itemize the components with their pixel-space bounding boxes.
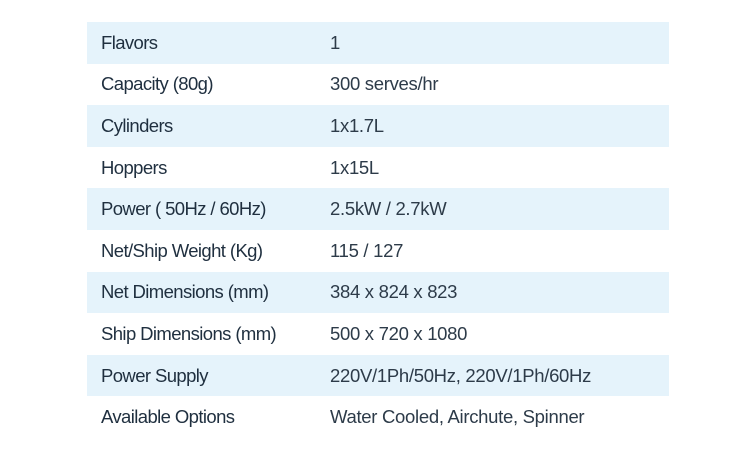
spec-label: Net Dimensions (mm) (101, 281, 269, 303)
spec-value: 384 x 824 x 823 (330, 281, 458, 303)
spec-value: 220V/1Ph/50Hz, 220V/1Ph/60Hz (330, 364, 592, 386)
spec-table: Flavors 1 Capacity (80g) 300 serves/hr C… (87, 22, 669, 438)
spec-row-power: Power ( 50Hz / 60Hz) 2.5kW / 2.7kW (87, 188, 669, 230)
spec-row-hoppers: Hoppers 1x15L (87, 147, 669, 189)
spec-value: 1x15L (330, 156, 379, 178)
spec-value: 1x1.7L (330, 114, 384, 136)
spec-row-cylinders: Cylinders 1x1.7L (87, 105, 669, 147)
spec-row-ship-dimensions: Ship Dimensions (mm) 500 x 720 x 1080 (87, 313, 669, 355)
spec-label: Ship Dimensions (mm) (101, 322, 277, 344)
spec-row-options: Available Options Water Cooled, Airchute… (87, 396, 669, 438)
spec-row-flavors: Flavors 1 (87, 22, 669, 64)
spec-label: Flavors (101, 31, 158, 53)
spec-value: 500 x 720 x 1080 (330, 322, 468, 344)
spec-value: 300 serves/hr (330, 73, 439, 95)
spec-label: Power ( 50Hz / 60Hz) (101, 198, 266, 220)
spec-label: Power Supply (101, 364, 209, 386)
spec-row-net-dimensions: Net Dimensions (mm) 384 x 824 x 823 (87, 271, 669, 314)
spec-row-capacity: Capacity (80g) 300 serves/hr (87, 64, 669, 106)
spec-value: 115 / 127 (330, 239, 404, 261)
spec-label: Net/Ship Weight (Kg) (101, 239, 263, 261)
spec-value: Water Cooled, Airchute, Spinner (330, 406, 585, 428)
spec-label: Capacity (80g) (101, 73, 214, 95)
spec-label: Hoppers (101, 156, 167, 178)
spec-label: Cylinders (101, 114, 173, 136)
spec-row-power-supply: Power Supply 220V/1Ph/50Hz, 220V/1Ph/60H… (87, 354, 669, 397)
spec-value: 1 (330, 31, 340, 53)
spec-label: Available Options (101, 406, 235, 428)
spec-value: 2.5kW / 2.7kW (330, 198, 447, 220)
spec-row-weight: Net/Ship Weight (Kg) 115 / 127 (87, 230, 669, 272)
